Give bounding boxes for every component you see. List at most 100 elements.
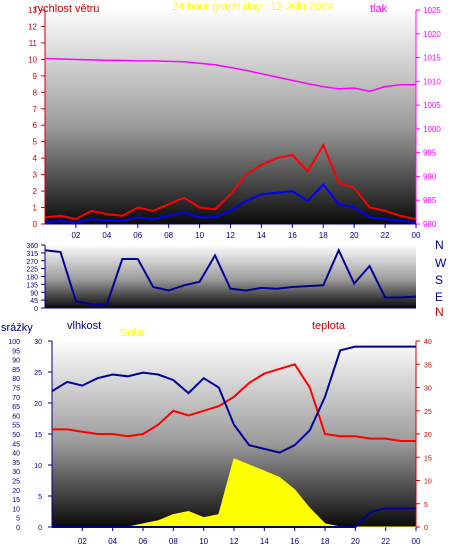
wind-x-tick-label: 02 (71, 231, 80, 240)
wind-speed-series-line (44, 142, 417, 221)
wind-axis-tick-label: 2 (33, 187, 38, 196)
pressure-axis-tick-label: 1010 (423, 77, 441, 86)
wind-x-tick-label: 00 (412, 231, 421, 240)
rain-axis-tick-label: 80 (12, 376, 20, 383)
temperature-axis-title: teplota (312, 320, 346, 332)
pressure-series-line (44, 57, 416, 93)
direction-axis-tick-label: 90 (30, 290, 38, 297)
compass-n-top: N (435, 238, 444, 252)
wind-x-tick-label: 04 (102, 231, 111, 240)
rain-axis-tick-label: 5 (16, 516, 20, 523)
climate-x-tick-label: 00 (412, 537, 421, 546)
direction-axis-tick-label: 270 (26, 259, 38, 266)
wind-axis-tick-label: 10 (28, 55, 37, 64)
pressure-axis-tick-label: 1005 (423, 101, 441, 110)
rain-axis-tick-label: 45 (12, 441, 20, 448)
wind-axis-tick-label: 6 (33, 121, 38, 130)
humidity-axis-tick-label: 25 (34, 370, 42, 377)
humidity-axis-tick-label: 5 (38, 494, 42, 501)
rain-axis-tick-label: 65 (12, 404, 20, 411)
rain-axis-tick-label: 25 (12, 479, 20, 486)
chart-title: 24 hour graph day : 12 Julu 2024 (172, 1, 333, 13)
wind-x-tick-label: 20 (350, 231, 359, 240)
compass-w: W (435, 256, 447, 270)
temperature-axis-tick-label: 25 (424, 409, 432, 416)
wind-x-tick-label: 14 (257, 231, 266, 240)
rain-axis-tick-label: 85 (12, 367, 20, 374)
wind-x-tick-label: 16 (288, 231, 297, 240)
pressure-axis-tick-label: 990 (423, 172, 437, 181)
wind-x-tick-label: 12 (226, 231, 235, 240)
humidity-axis-tick-label: 0 (38, 525, 42, 532)
rain-axis-tick-label: 95 (12, 348, 20, 355)
wind-plot-area (45, 10, 416, 224)
climate-x-tick-label: 20 (351, 537, 360, 546)
rain-axis-tick-label: 55 (12, 423, 20, 430)
wind-x-tick-label: 18 (319, 231, 328, 240)
humidity-axis-tick-label: 20 (34, 401, 42, 408)
rain-axis-tick-label: 50 (12, 432, 20, 439)
wind-axis-tick-label: 5 (33, 138, 38, 147)
rain-series-line (52, 507, 416, 528)
direction-axis-tick-label: 135 (26, 282, 38, 289)
climate-x-tick-label: 14 (260, 537, 269, 546)
climate-chart: 0510152025303540455055606570758085909510… (8, 339, 432, 546)
wind-gust-series-line (44, 182, 417, 224)
wind-x-tick-label: 08 (164, 231, 173, 240)
compass-s: S (435, 273, 443, 287)
rain-axis-tick-label: 35 (12, 460, 20, 467)
humidity-axis-tick-label: 10 (34, 463, 42, 470)
direction-axis-tick-label: 180 (26, 275, 38, 282)
solar-axis-title: Solar (120, 327, 146, 339)
pressure-axis-tick-label: 985 (423, 196, 437, 205)
temperature-axis-tick-label: 40 (424, 339, 432, 346)
compass-n-bottom: N (435, 305, 444, 319)
pressure-axis-tick-label: 1020 (423, 30, 441, 39)
rain-axis-tick-label: 15 (12, 497, 20, 504)
rain-axis-tick-label: 40 (12, 451, 20, 458)
wind-x-tick-label: 06 (133, 231, 142, 240)
climate-x-tick-label: 02 (78, 537, 87, 546)
temperature-axis-tick-label: 0 (424, 525, 428, 532)
wind-axis-tick-label: 7 (33, 105, 38, 114)
climate-x-tick-label: 16 (290, 537, 299, 546)
direction-axis-tick-label: 0 (34, 306, 38, 313)
wind-axis-tick-label: 3 (33, 171, 38, 180)
wind-axis-tick-label: 12 (28, 22, 37, 31)
temperature-axis-tick-label: 30 (424, 386, 432, 393)
wind-axis-tick-label: 8 (33, 88, 38, 97)
humidity-axis-title: vlhkost (67, 320, 101, 332)
temperature-axis-tick-label: 10 (424, 479, 432, 486)
wind-axis-tick-label: 9 (33, 72, 38, 81)
humidity-axis-tick-label: 15 (34, 432, 42, 439)
direction-plot-area (45, 245, 416, 308)
wind-direction-series-line (44, 247, 417, 306)
climate-x-tick-label: 08 (169, 537, 178, 546)
rain-axis-tick-label: 75 (12, 386, 20, 393)
temperature-series-line (52, 363, 416, 442)
wind-chart: 0123456789101112139809859909951000100510… (28, 6, 441, 240)
pressure-axis-tick-label: 980 (423, 220, 437, 229)
rain-axis-tick-label: 60 (12, 413, 20, 420)
climate-x-tick-label: 22 (381, 537, 390, 546)
wind-axis-tick-label: 0 (33, 220, 38, 229)
rain-axis-tick-label: 90 (12, 358, 20, 365)
compass-e: E (435, 290, 443, 304)
wind-axis-tick-label: 1 (33, 204, 38, 213)
climate-x-tick-label: 10 (199, 537, 208, 546)
temperature-axis-tick-label: 15 (424, 455, 432, 462)
climate-x-tick-label: 06 (139, 537, 148, 546)
temperature-axis-tick-label: 5 (424, 502, 428, 509)
humidity-axis-tick-label: 30 (34, 339, 42, 346)
wind-axis-tick-label: 13 (28, 6, 37, 15)
pressure-axis-tick-label: 1015 (423, 54, 441, 63)
wind-x-tick-label: 22 (381, 231, 390, 240)
climate-x-tick-label: 12 (230, 537, 239, 546)
rain-axis-tick-label: 70 (12, 395, 20, 402)
pressure-axis-tick-label: 1000 (423, 125, 441, 134)
direction-axis-tick-label: 225 (26, 267, 38, 274)
temperature-axis-tick-label: 35 (424, 362, 432, 369)
humidity-series-line (51, 345, 416, 454)
